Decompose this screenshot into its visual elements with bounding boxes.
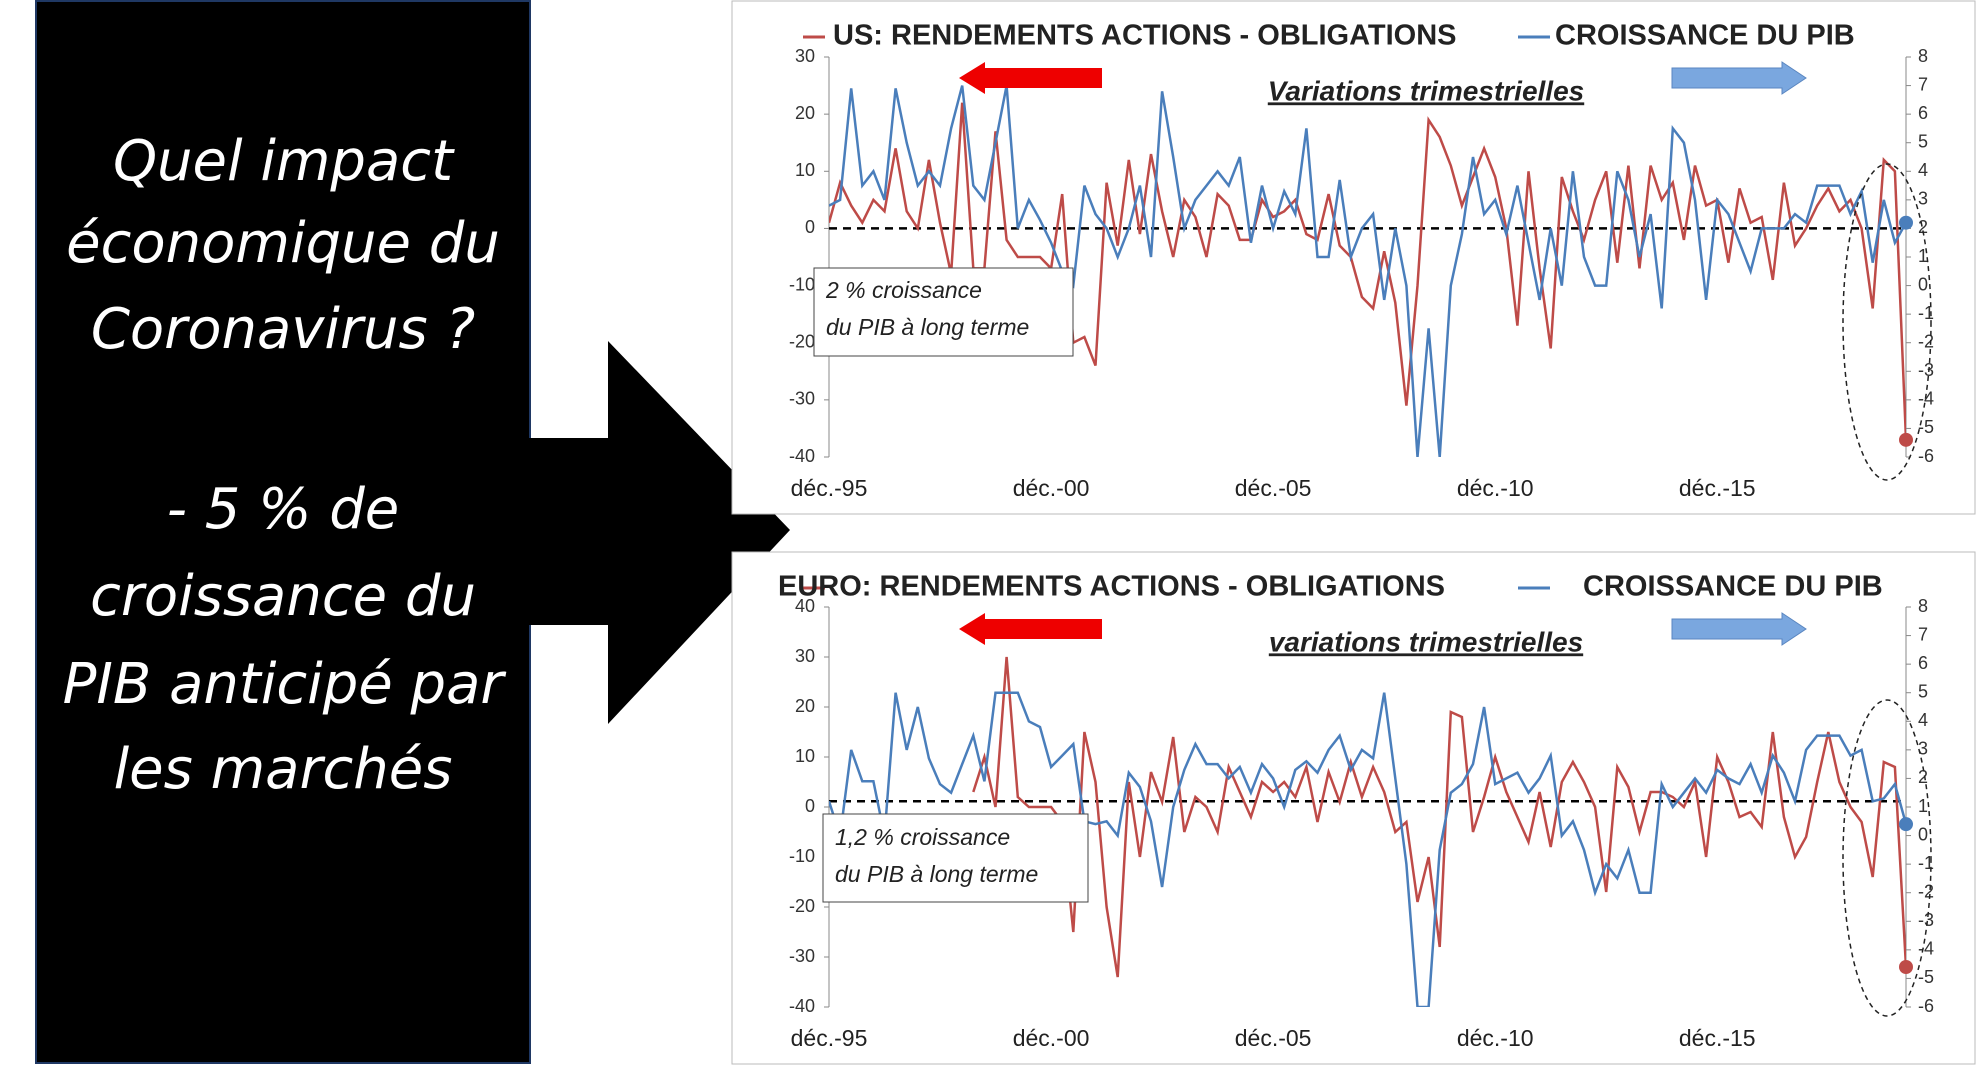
y2-tick-label: -1	[1918, 303, 1934, 323]
legend-label: CROISSANCE DU PIB	[1583, 571, 1883, 603]
y2-tick-label: 6	[1918, 103, 1928, 123]
y2-tick-label: -4	[1918, 939, 1934, 959]
y-tick-label: -10	[789, 846, 815, 866]
y2-tick-label: 2	[1918, 767, 1928, 787]
y2-tick-label: 3	[1918, 189, 1928, 209]
red-arrow	[959, 613, 1102, 645]
subtitle: Variations trimestrielles	[1268, 75, 1584, 106]
big-arrow	[528, 341, 790, 724]
series-line	[829, 85, 1906, 457]
y2-tick-label: -3	[1918, 910, 1934, 930]
y-tick-label: 10	[795, 160, 815, 180]
panel-text: Quel impact	[113, 129, 455, 194]
last-point	[1899, 432, 1913, 447]
legend-label: EURO: RENDEMENTS ACTIONS - OBLIGATIONS	[778, 571, 1445, 603]
y-tick-label: -40	[789, 446, 815, 466]
x-tick-label: déc.-05	[1235, 1025, 1312, 1051]
y-tick-label: -20	[789, 331, 815, 351]
y2-tick-label: -1	[1918, 853, 1934, 873]
y-tick-label: -40	[789, 996, 815, 1016]
panel-text: - 5 % de	[167, 477, 399, 542]
highlight-ellipse	[1842, 699, 1932, 1017]
subtitle: variations trimestrielles	[1269, 626, 1583, 657]
y2-tick-label: 1	[1918, 246, 1928, 266]
red-arrow	[959, 62, 1102, 94]
y2-tick-label: 8	[1918, 46, 1928, 66]
x-tick-label: déc.-95	[791, 475, 868, 501]
x-tick-label: déc.-10	[1457, 475, 1534, 501]
y2-tick-label: 6	[1918, 653, 1928, 673]
x-tick-label: déc.-05	[1235, 475, 1312, 501]
legend-label: CROISSANCE DU PIB	[1555, 20, 1855, 52]
y-tick-label: 40	[795, 596, 815, 616]
y2-tick-label: 4	[1918, 160, 1928, 180]
y-tick-label: 30	[795, 646, 815, 666]
x-tick-label: déc.-15	[1679, 475, 1756, 501]
y-tick-label: 30	[795, 46, 815, 66]
y2-tick-label: 7	[1918, 624, 1928, 644]
annotation: du PIB à long terme	[835, 861, 1038, 887]
x-tick-label: déc.-00	[1013, 475, 1090, 501]
series-line	[829, 102, 1906, 440]
y2-tick-label: 5	[1918, 681, 1928, 701]
y2-tick-label: -3	[1918, 360, 1934, 380]
series-line	[972, 656, 1906, 978]
annotation: 1,2 % croissance	[835, 824, 1010, 850]
y-tick-label: 0	[805, 796, 815, 816]
y2-tick-label: 4	[1918, 710, 1928, 730]
x-tick-label: déc.-15	[1679, 1025, 1756, 1051]
y2-tick-label: 3	[1918, 739, 1928, 759]
y-tick-label: -30	[789, 389, 815, 409]
y2-tick-label: -6	[1918, 446, 1934, 466]
annotation: 2 % croissance	[825, 277, 982, 303]
y2-tick-label: -2	[1918, 331, 1934, 351]
panel-text: Coronavirus ?	[91, 297, 475, 362]
annotation-box	[822, 813, 1089, 903]
last-point	[1899, 817, 1913, 832]
y-tick-label: 20	[795, 103, 815, 123]
last-point	[1899, 215, 1913, 230]
y-tick-label: -20	[789, 896, 815, 916]
y2-tick-label: -5	[1918, 417, 1934, 437]
panel-text: économique du	[66, 211, 500, 276]
y2-tick-label: -2	[1918, 881, 1934, 901]
y-tick-label: 0	[805, 217, 815, 237]
blue-arrow	[1671, 612, 1807, 646]
y2-tick-label: 1	[1918, 796, 1928, 816]
y-tick-label: 10	[795, 746, 815, 766]
x-tick-label: déc.-95	[791, 1025, 868, 1051]
y2-tick-label: 5	[1918, 131, 1928, 151]
y2-tick-label: -5	[1918, 967, 1934, 987]
y2-tick-label: 7	[1918, 74, 1928, 94]
y-tick-label: 20	[795, 696, 815, 716]
text-panel	[35, 0, 531, 1064]
y2-tick-label: 8	[1918, 596, 1928, 616]
y2-tick-label: 2	[1918, 217, 1928, 237]
series-line	[829, 691, 1906, 1007]
highlight-ellipse	[1842, 163, 1932, 481]
legend-label: US: RENDEMENTS ACTIONS - OBLIGATIONS	[833, 20, 1457, 52]
y2-tick-label: 0	[1918, 824, 1928, 844]
annotation-box	[813, 267, 1074, 357]
y-tick-label: -30	[789, 946, 815, 966]
annotation: du PIB à long terme	[826, 314, 1029, 340]
panel-text: croissance du	[90, 564, 476, 629]
panel-text: PIB anticipé par	[63, 652, 507, 717]
x-tick-label: déc.-00	[1013, 1025, 1090, 1051]
last-point	[1899, 960, 1913, 974]
panel-text: les marchés	[114, 737, 453, 802]
blue-arrow	[1671, 61, 1807, 95]
y2-tick-label: 0	[1918, 274, 1928, 294]
x-tick-label: déc.-10	[1457, 1025, 1534, 1051]
y-tick-label: -10	[789, 274, 815, 294]
y2-tick-label: -6	[1918, 996, 1934, 1016]
